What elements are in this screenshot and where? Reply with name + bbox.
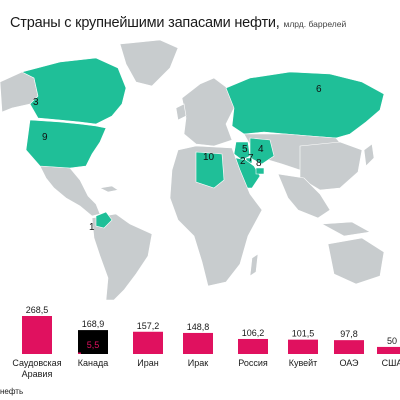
bar-1 bbox=[78, 330, 108, 354]
bar-value-label-5: 101,5 bbox=[292, 329, 315, 339]
bar-category-label-3-0: Ирак bbox=[188, 358, 208, 368]
land-mexico-central-america bbox=[39, 165, 101, 217]
bar-value-label-0: 268,5 bbox=[26, 305, 49, 315]
country-usa bbox=[25, 119, 107, 169]
unit-label: млрд. баррелей bbox=[283, 19, 347, 29]
country-russia bbox=[225, 71, 385, 139]
bar-value-label-4: 106,2 bbox=[242, 328, 265, 338]
rank-label-iran: 4 bbox=[258, 144, 264, 155]
bar-category-label-0-0: Саудовская bbox=[12, 358, 61, 368]
land-europe bbox=[181, 77, 235, 147]
bar-7 bbox=[377, 346, 400, 354]
rank-label-uae: 8 bbox=[256, 158, 262, 169]
bar-4 bbox=[238, 338, 268, 354]
land-africa bbox=[169, 145, 263, 287]
rank-label-libya: 10 bbox=[203, 152, 215, 163]
bar-category-label-0-1: Аравия bbox=[22, 369, 53, 379]
bar-value-label-2: 157,2 bbox=[137, 321, 160, 331]
bar-3 bbox=[183, 332, 213, 354]
land-india-southeast-asia bbox=[277, 173, 331, 219]
bar-6 bbox=[334, 340, 364, 354]
bar-category-label-5-0: Кувейт bbox=[289, 358, 318, 368]
bar-category-label-4-0: Россия bbox=[238, 358, 268, 368]
rank-label-kuwait: 7 bbox=[248, 153, 254, 164]
country-iran bbox=[249, 137, 275, 165]
rank-label-iraq: 5 bbox=[242, 144, 248, 155]
bar-value-label-3: 148,8 bbox=[187, 322, 210, 332]
rank-label-russia: 6 bbox=[316, 84, 322, 95]
footnote: нефть bbox=[0, 387, 24, 396]
land-australia bbox=[327, 237, 385, 285]
world-map-svg: 1 2 3 4 5 6 7 8 9 10 bbox=[0, 38, 400, 300]
rank-label-canada: 3 bbox=[33, 97, 39, 108]
bar-value-label-6: 97,8 bbox=[340, 329, 358, 339]
land-caribbean bbox=[99, 185, 119, 193]
bar-category-label-7-0: США bbox=[382, 358, 400, 368]
land-madagascar bbox=[249, 253, 259, 277]
country-libya bbox=[195, 151, 225, 189]
bar-2 bbox=[133, 331, 163, 354]
rank-label-usa: 9 bbox=[42, 132, 48, 143]
land-japan bbox=[363, 143, 375, 167]
country-uae bbox=[255, 167, 265, 175]
bar-category-label-6-0: ОАЭ bbox=[339, 358, 359, 368]
land-south-america bbox=[91, 213, 153, 300]
land-greenland bbox=[119, 39, 179, 87]
bar-5 bbox=[288, 339, 318, 354]
bar-canada-inner-segment bbox=[78, 352, 81, 354]
bar-value-label-1: 168,9 bbox=[82, 319, 105, 329]
bar-category-label-2-0: Иран bbox=[137, 358, 158, 368]
world-map: 1 2 3 4 5 6 7 8 9 10 bbox=[0, 38, 400, 300]
country-venezuela bbox=[95, 211, 113, 229]
bar-category-label-1-0: Канада bbox=[78, 358, 108, 368]
land-uk bbox=[175, 103, 187, 121]
chart-title: Страны с крупнейшими запасами нефти, млр… bbox=[10, 15, 400, 31]
title-text: Страны с крупнейшими запасами нефти, bbox=[10, 15, 280, 31]
land-indonesia bbox=[320, 221, 371, 237]
bar-canada-inner-value-label: 5,5 bbox=[87, 340, 100, 350]
country-canada bbox=[21, 57, 127, 125]
bar-value-label-7: 50 bbox=[387, 336, 397, 346]
rank-label-saudi-arabia: 2 bbox=[240, 156, 246, 167]
bar-0 bbox=[22, 316, 52, 354]
rank-label-venezuela: 1 bbox=[89, 222, 95, 233]
